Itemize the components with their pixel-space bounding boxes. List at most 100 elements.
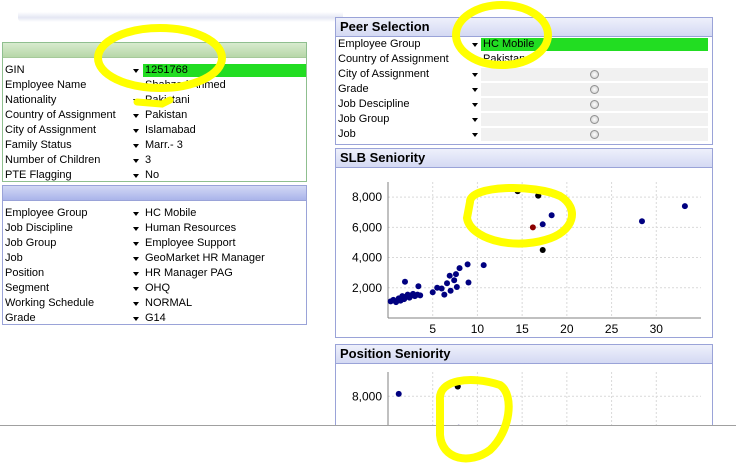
data-point[interactable]: [438, 285, 445, 292]
job-info-value: NORMAL: [145, 297, 193, 309]
employee-info-label: Employee Name: [5, 79, 87, 91]
dropdown-arrow-icon[interactable]: [131, 251, 141, 266]
dropdown-arrow-icon[interactable]: [131, 296, 141, 311]
dropdown-arrow-icon[interactable]: [470, 67, 480, 82]
data-point[interactable]: [434, 284, 441, 291]
data-point[interactable]: [548, 212, 555, 219]
job-info-label: Grade: [5, 312, 36, 324]
radio-icon[interactable]: [590, 130, 599, 139]
data-point[interactable]: [456, 265, 463, 272]
dropdown-arrow-icon[interactable]: [470, 37, 480, 52]
dropdown-arrow-icon[interactable]: [131, 123, 141, 138]
data-point[interactable]: [454, 383, 461, 390]
peer-selection-label: Job: [338, 128, 356, 140]
data-point[interactable]: [447, 287, 454, 294]
data-point[interactable]: [452, 271, 459, 278]
peer-selection-row[interactable]: Job Descipline: [336, 97, 712, 112]
data-point[interactable]: [451, 277, 458, 284]
radio-icon[interactable]: [590, 100, 599, 109]
dropdown-arrow-icon[interactable]: [470, 82, 480, 97]
data-point[interactable]: [638, 218, 645, 225]
job-info-row[interactable]: Job Discipline Human Resources: [3, 221, 306, 236]
employee-info-row[interactable]: City of Assignment Islamabad: [3, 123, 306, 138]
job-info-row[interactable]: Position HR Manager PAG: [3, 266, 306, 281]
dropdown-arrow-icon[interactable]: [131, 63, 141, 78]
radio-icon[interactable]: [590, 115, 599, 124]
dropdown-arrow-icon[interactable]: [131, 206, 141, 221]
data-point[interactable]: [415, 283, 422, 290]
job-info-row[interactable]: Segment OHQ: [3, 281, 306, 296]
peer-selection-value[interactable]: Pakistan: [483, 53, 526, 65]
job-info-row[interactable]: Job GeoMarket HR Manager: [3, 251, 306, 266]
peer-selection-row[interactable]: Employee Group HC Mobile: [336, 37, 712, 52]
peer-selection-row[interactable]: Job: [336, 127, 712, 142]
data-point[interactable]: [465, 279, 472, 286]
job-info-row[interactable]: Grade G14: [3, 311, 306, 326]
employee-info-value: 3: [145, 154, 152, 166]
data-point[interactable]: [446, 272, 453, 279]
job-info-header: [3, 186, 306, 201]
peer-selection-value[interactable]: HC Mobile: [481, 38, 708, 51]
employee-info-row[interactable]: Nationality Pakistani: [3, 93, 306, 108]
dropdown-arrow-icon[interactable]: [131, 221, 141, 236]
dropdown-arrow-icon[interactable]: [131, 138, 141, 153]
radio-icon[interactable]: [590, 70, 599, 79]
data-point[interactable]: [514, 188, 521, 195]
peer-selection-title: Peer Selection: [336, 18, 712, 37]
peer-selection-label: City of Assignment: [338, 68, 430, 80]
job-info-row[interactable]: Job Group Employee Support: [3, 236, 306, 251]
dropdown-arrow-icon[interactable]: [131, 266, 141, 281]
employee-info-row[interactable]: Family Status Marr.- 3: [3, 138, 306, 153]
radio-icon[interactable]: [590, 85, 599, 94]
data-point[interactable]: [453, 284, 460, 291]
data-point[interactable]: [395, 390, 402, 397]
dropdown-arrow-icon[interactable]: [470, 97, 480, 112]
data-point[interactable]: [480, 262, 487, 269]
dropdown-arrow-icon[interactable]: [131, 153, 141, 168]
dropdown-arrow-icon[interactable]: [470, 127, 480, 142]
data-point[interactable]: [444, 280, 451, 287]
employee-info-row[interactable]: Employee Name Shahzad Ahmed: [3, 78, 306, 93]
data-point[interactable]: [539, 221, 546, 228]
employee-info-value: Shahzad Ahmed: [145, 79, 226, 91]
employee-info-row[interactable]: GIN 1251768: [3, 63, 306, 78]
dropdown-arrow-icon[interactable]: [131, 93, 141, 108]
data-point[interactable]: [464, 261, 471, 268]
dropdown-arrow-icon[interactable]: [131, 311, 141, 326]
data-point[interactable]: [441, 291, 448, 298]
employee-info-label: Number of Children: [5, 154, 101, 166]
data-point[interactable]: [681, 203, 688, 210]
employee-info-row[interactable]: PTE Flagging No: [3, 168, 306, 183]
employee-info-label: Country of Assignment: [5, 109, 116, 121]
dropdown-arrow-icon[interactable]: [131, 236, 141, 251]
peer-selection-row[interactable]: Job Group: [336, 112, 712, 127]
job-info-row[interactable]: Working Schedule NORMAL: [3, 296, 306, 311]
data-point[interactable]: [429, 289, 436, 296]
data-point[interactable]: [529, 224, 536, 231]
dropdown-arrow-icon[interactable]: [131, 168, 141, 183]
data-point[interactable]: [417, 292, 424, 299]
job-info-label: Job Group: [5, 237, 57, 249]
dropdown-arrow-icon[interactable]: [131, 108, 141, 123]
data-point[interactable]: [401, 278, 408, 285]
y-tick-label: 8,000: [352, 389, 382, 403]
job-info-row[interactable]: Employee Group HC Mobile: [3, 206, 306, 221]
employee-info-row[interactable]: Country of Assignment Pakistan: [3, 108, 306, 123]
dropdown-arrow-icon[interactable]: [131, 281, 141, 296]
dropdown-arrow-icon[interactable]: [131, 78, 141, 93]
employee-info-value: Islamabad: [145, 124, 196, 136]
dropdown-arrow-icon[interactable]: [470, 112, 480, 127]
peer-selection-row[interactable]: City of Assignment: [336, 67, 712, 82]
data-point[interactable]: [539, 247, 546, 253]
employee-info-value: No: [145, 169, 160, 181]
data-point[interactable]: [535, 192, 542, 199]
x-tick-label: 15: [515, 322, 529, 336]
dropdown-arrow-icon[interactable]: [470, 52, 480, 67]
employee-info-row[interactable]: Number of Children 3: [3, 153, 306, 168]
job-info-label: Job: [5, 252, 23, 264]
peer-selection-row[interactable]: Country of Assignment Pakistan: [336, 52, 712, 67]
job-info-label: Segment: [5, 282, 50, 294]
employee-info-label: GIN: [5, 64, 25, 76]
peer-selection-row[interactable]: Grade: [336, 82, 712, 97]
